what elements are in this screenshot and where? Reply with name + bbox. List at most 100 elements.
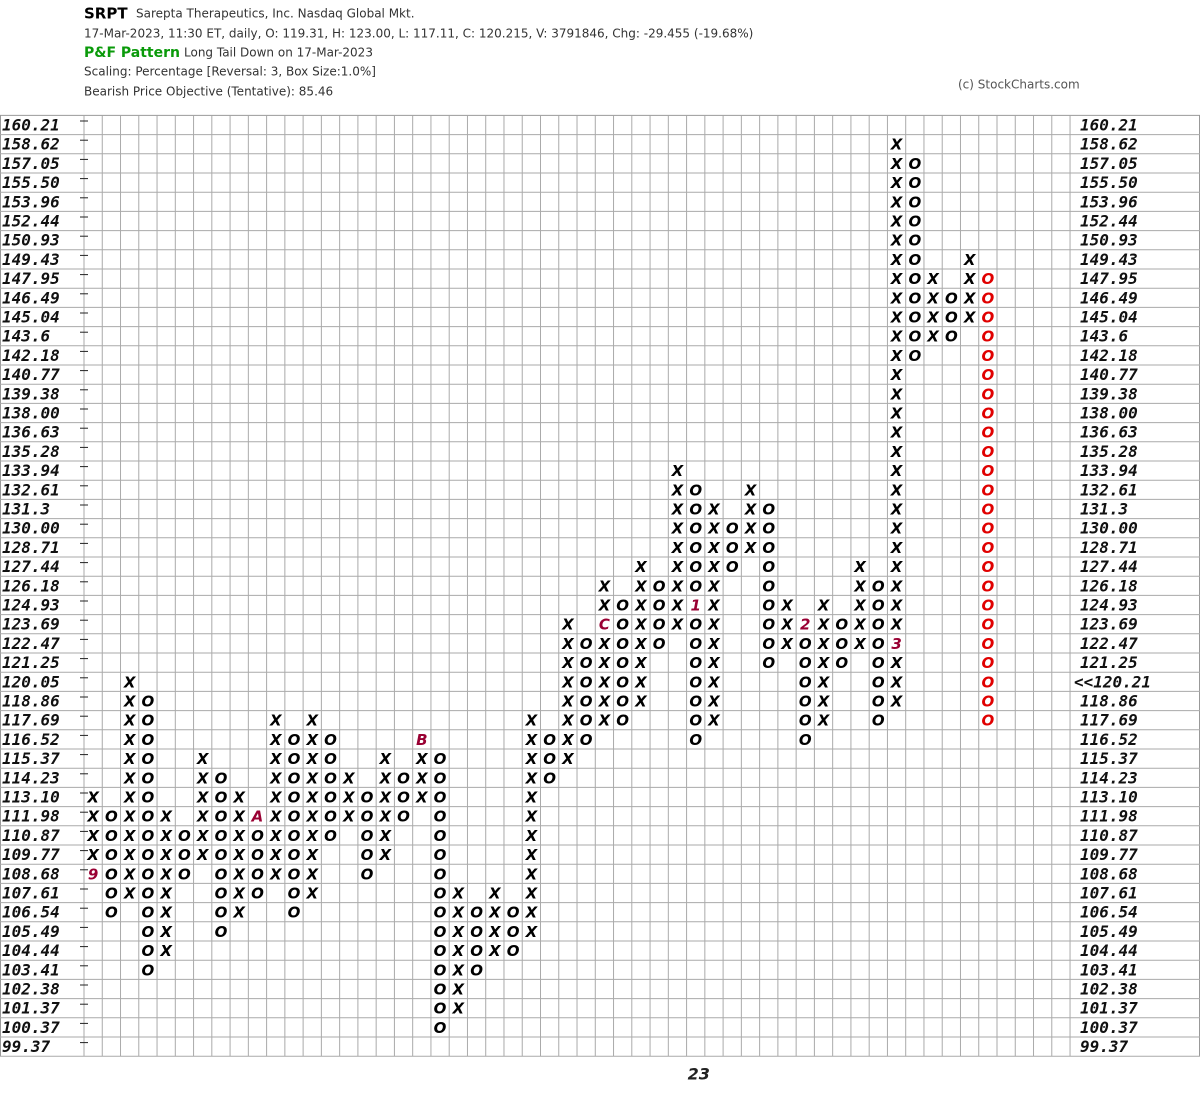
y-tick-label: 135.28 bbox=[2, 442, 60, 461]
box-o: O bbox=[981, 539, 994, 557]
box-x: X bbox=[269, 769, 283, 787]
box-x: X bbox=[452, 885, 466, 903]
box-x: X bbox=[159, 904, 173, 922]
box-x: X bbox=[561, 750, 575, 768]
box-o: O bbox=[616, 597, 629, 615]
box-o: O bbox=[434, 750, 447, 768]
y-tick-label: 152.44 bbox=[2, 212, 60, 231]
box-x: X bbox=[890, 501, 904, 519]
box-x: X bbox=[159, 923, 173, 941]
box-x: X bbox=[817, 654, 831, 672]
box-o: O bbox=[324, 827, 337, 845]
box-o: O bbox=[507, 923, 520, 941]
box-x: X bbox=[853, 597, 867, 615]
box-x: X bbox=[123, 846, 137, 864]
y-tick-label-right: 130.00 bbox=[1080, 519, 1138, 538]
box-x: X bbox=[196, 769, 210, 787]
box-o: O bbox=[105, 865, 118, 883]
box-x: X bbox=[890, 193, 904, 211]
box-x: X bbox=[817, 712, 831, 730]
y-tick-label: 126.18 bbox=[2, 576, 60, 595]
box-o: O bbox=[981, 443, 994, 461]
y-tick-label-right: 100.37 bbox=[1080, 1018, 1138, 1037]
month-marker: 3 bbox=[891, 635, 901, 653]
y-tick-label-right: 102.38 bbox=[1080, 980, 1138, 999]
box-x: X bbox=[525, 827, 539, 845]
box-x: X bbox=[561, 654, 575, 672]
box-o: O bbox=[105, 885, 118, 903]
box-x: X bbox=[780, 635, 794, 653]
box-x: X bbox=[598, 597, 612, 615]
box-x: X bbox=[452, 942, 466, 960]
month-marker: 2 bbox=[800, 616, 810, 634]
y-tick-label: 99.37 bbox=[2, 1037, 51, 1056]
box-o: O bbox=[981, 616, 994, 634]
symbol: SRPT bbox=[84, 5, 128, 23]
box-x: X bbox=[561, 712, 575, 730]
box-o: O bbox=[434, 846, 447, 864]
box-o: O bbox=[908, 251, 921, 269]
box-x: X bbox=[232, 904, 246, 922]
box-x: X bbox=[707, 558, 721, 576]
y-tick-label: 101.37 bbox=[2, 999, 60, 1018]
box-o: O bbox=[580, 654, 593, 672]
box-x: X bbox=[707, 635, 721, 653]
year-label: 23 bbox=[688, 1065, 710, 1084]
box-o: O bbox=[653, 597, 666, 615]
box-o: O bbox=[324, 769, 337, 787]
box-x: X bbox=[379, 789, 393, 807]
box-x: X bbox=[269, 789, 283, 807]
y-tick-label-right: 124.93 bbox=[1080, 596, 1138, 615]
month-marker: A bbox=[251, 808, 264, 826]
box-o: O bbox=[324, 808, 337, 826]
box-o: O bbox=[908, 213, 921, 231]
box-x: X bbox=[890, 443, 904, 461]
box-x: X bbox=[123, 712, 137, 730]
y-tick-label-right: 158.62 bbox=[1080, 135, 1138, 154]
box-o: O bbox=[434, 904, 447, 922]
box-o: O bbox=[689, 520, 702, 538]
box-x: X bbox=[159, 846, 173, 864]
box-x: X bbox=[123, 885, 137, 903]
box-x: X bbox=[232, 885, 246, 903]
box-o: O bbox=[653, 635, 666, 653]
box-o: O bbox=[981, 481, 994, 499]
y-tick-label: 133.94 bbox=[2, 461, 60, 480]
box-x: X bbox=[634, 597, 648, 615]
box-x: X bbox=[159, 865, 173, 883]
box-x: X bbox=[123, 731, 137, 749]
box-o: O bbox=[872, 712, 885, 730]
box-o: O bbox=[142, 961, 155, 979]
box-x: X bbox=[123, 673, 137, 691]
y-tick-label: 127.44 bbox=[2, 557, 60, 576]
y-tick-label: 138.00 bbox=[2, 404, 60, 423]
box-x: X bbox=[634, 673, 648, 691]
box-o: O bbox=[945, 328, 958, 346]
y-tick-label: 149.43 bbox=[2, 250, 60, 269]
box-x: X bbox=[86, 808, 100, 826]
box-x: X bbox=[269, 731, 283, 749]
box-x: X bbox=[707, 539, 721, 557]
y-tick-label: 113.10 bbox=[2, 788, 60, 807]
box-o: O bbox=[762, 635, 775, 653]
box-x: X bbox=[634, 693, 648, 711]
box-x: X bbox=[123, 827, 137, 845]
box-o: O bbox=[616, 693, 629, 711]
box-x: X bbox=[525, 865, 539, 883]
box-o: O bbox=[470, 904, 483, 922]
box-o: O bbox=[580, 673, 593, 691]
box-x: X bbox=[123, 693, 137, 711]
box-x: X bbox=[488, 904, 502, 922]
pf-column: OOO bbox=[507, 904, 520, 960]
